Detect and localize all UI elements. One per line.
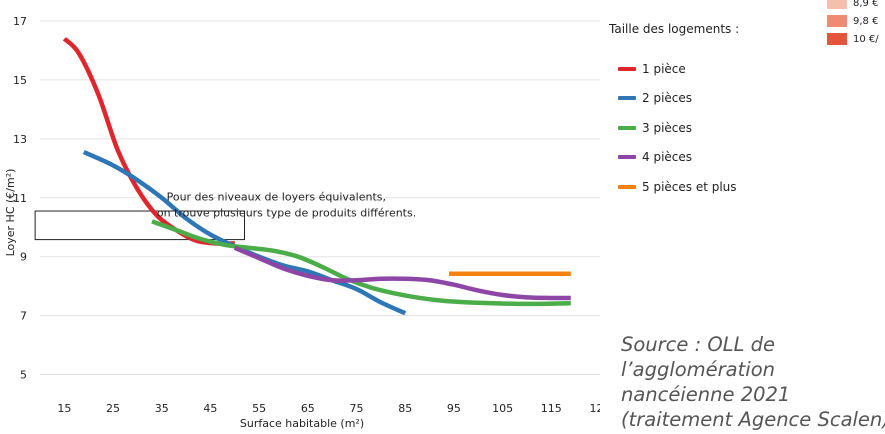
y-tick-label: 15 — [13, 74, 27, 87]
x-tick-label: 55 — [252, 402, 266, 415]
legend-title: Taille des logements : — [609, 22, 740, 36]
legend-swatch — [618, 125, 636, 130]
source-line: (traitement Agence Scalen) — [621, 408, 885, 431]
scale-swatch — [827, 15, 847, 27]
scale-item: 10 €/ — [827, 30, 879, 48]
legend-label: 3 pièces — [642, 120, 693, 135]
scale-label: 9,8 € — [853, 15, 879, 27]
x-tick-label: 95 — [447, 402, 461, 415]
x-axis-title: Surface habitable (m²) — [240, 417, 364, 430]
x-tick-label: 25 — [106, 402, 120, 415]
highlight-box — [34, 210, 246, 241]
source-note: Source : OLL de l’agglomération nancéienne… — [621, 332, 885, 432]
scale-item: 9,8 € — [827, 12, 879, 30]
legend-label: 1 pièce — [642, 61, 686, 76]
legend-label: 5 pièces et plus — [642, 179, 737, 194]
gridlines — [40, 20, 600, 376]
y-tick-label: 17 — [13, 15, 27, 28]
legend-item: 2 pièces — [618, 84, 737, 114]
legend-swatch — [618, 66, 636, 71]
legend-swatch — [618, 155, 636, 160]
legend-item: 4 pièces — [618, 143, 737, 173]
legend: 1 pièce 2 pièces 3 pièces 4 pièces 5 pièces … — [618, 62, 737, 210]
y-tick-label: 13 — [13, 133, 27, 146]
x-tick-label: 35 — [155, 402, 169, 415]
scale-item: 8,9 € — [827, 0, 879, 12]
series-line-4 — [233, 245, 571, 301]
x-tick-label: 85 — [398, 402, 412, 415]
y-axis-title: Loyer HC (€/m²) — [4, 169, 17, 257]
y-tick-label: 11 — [13, 192, 27, 205]
x-tick-label: 65 — [301, 402, 315, 415]
source-line: Source : OLL de — [621, 333, 776, 356]
annotation-line: Pour des niveaux de loyers équivalents, — [167, 191, 386, 204]
y-tick-label: 9 — [20, 251, 27, 264]
legend-item: 1 pièce — [618, 54, 737, 84]
y-tick-labels: 5 7 9 11 13 15 17 — [13, 15, 27, 382]
source-line: nancéienne 2021 — [621, 383, 791, 406]
x-tick-label: 15 — [57, 402, 71, 415]
legend-item: 5 pièces et plus — [618, 172, 737, 202]
x-tick-label: 125 — [590, 402, 601, 415]
annotations: Pour des niveaux de loyers équivalents, o… — [157, 191, 416, 220]
series-lines — [62, 36, 571, 316]
x-tick-label: 115 — [541, 402, 562, 415]
rent-scale-legend: 8,9 € 9,8 € 10 €/ — [827, 0, 879, 48]
source-line: l’agglomération — [621, 358, 775, 381]
x-tick-label: 45 — [203, 402, 217, 415]
scale-label: 8,9 € — [853, 0, 879, 9]
legend-swatch — [618, 184, 636, 189]
x-tick-label: 75 — [350, 402, 364, 415]
legend-label: 4 pièces — [642, 150, 693, 165]
annotation-line: on trouve plusieurs type de produits dif… — [157, 206, 416, 219]
legend-label: 2 pièces — [642, 91, 693, 106]
y-tick-label: 7 — [20, 310, 27, 323]
y-tick-label: 5 — [20, 369, 27, 382]
scale-label: 10 €/ — [853, 33, 879, 45]
series-line-3 — [151, 219, 571, 307]
scale-swatch — [827, 0, 847, 9]
x-tick-label: 105 — [492, 402, 513, 415]
scale-swatch — [827, 33, 847, 45]
x-tick-labels: 15 25 35 45 55 65 75 85 95 105 115 125 — [57, 402, 600, 415]
legend-swatch — [618, 96, 636, 101]
legend-item: 3 pièces — [618, 113, 737, 143]
